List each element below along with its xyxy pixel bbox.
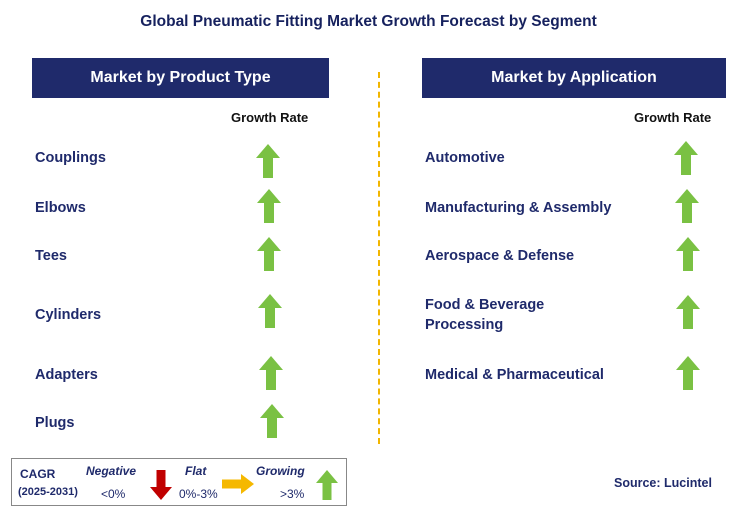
row-label-manufacturing-assembly: Manufacturing & Assembly [425, 200, 612, 216]
row-label-medical-pharmaceutical: Medical & Pharmaceutical [425, 367, 604, 383]
row-label-elbows: Elbows [35, 200, 86, 216]
growing-arrow-icon [675, 189, 699, 223]
growth-rate-label-right: Growth Rate [634, 110, 712, 125]
legend-growing-label: Growing [256, 464, 305, 478]
legend-flat-label: Flat [185, 464, 207, 478]
row-label-adapters: Adapters [35, 367, 98, 383]
legend-growing-range: >3% [280, 487, 305, 501]
negative-arrow-icon [150, 470, 172, 500]
growing-arrow-icon [257, 237, 281, 271]
legend-negative-range: <0% [101, 487, 126, 501]
row-label-plugs: Plugs [35, 415, 75, 431]
legend-cagr-label: CAGR [20, 467, 56, 481]
legend-flat-range: 0%-3% [179, 487, 218, 501]
row-label-line: Food & Beverage [425, 297, 545, 313]
growing-arrow-icon [676, 237, 700, 271]
growing-arrow-icon [256, 144, 280, 178]
growing-arrow-icon [259, 356, 283, 390]
row-label-automotive: Automotive [425, 150, 505, 166]
row-label-food-beverage: Food & Beverage Processing [425, 295, 544, 335]
growth-rate-label-left: Growth Rate [231, 110, 309, 125]
legend: CAGR (2025-2031) Negative <0% Flat 0%-3%… [11, 458, 347, 506]
flat-arrow-icon [222, 474, 254, 494]
chart-title: Global Pneumatic Fitting Market Growth F… [140, 13, 597, 30]
row-label-aerospace-defense: Aerospace & Defense [425, 248, 575, 264]
source-note: Source: Lucintel [614, 476, 712, 490]
legend-period: (2025-2031) [18, 486, 78, 498]
row-label-couplings: Couplings [35, 150, 106, 166]
growing-arrow-icon [676, 295, 700, 329]
row-label-cylinders: Cylinders [35, 307, 102, 323]
product-type-header: Market by Product Type [32, 58, 329, 98]
growing-arrow-icon [676, 356, 700, 390]
growing-arrow-icon [674, 141, 698, 175]
panel-divider [378, 72, 380, 444]
growing-arrow-icon [257, 189, 281, 223]
growing-arrow-icon [258, 294, 282, 328]
growing-arrow-icon [316, 470, 338, 500]
legend-negative-label: Negative [86, 464, 137, 478]
row-label-line: Processing [425, 317, 504, 333]
application-header: Market by Application [422, 58, 726, 98]
row-label-tees: Tees [35, 248, 67, 264]
growing-arrow-icon [260, 404, 284, 438]
